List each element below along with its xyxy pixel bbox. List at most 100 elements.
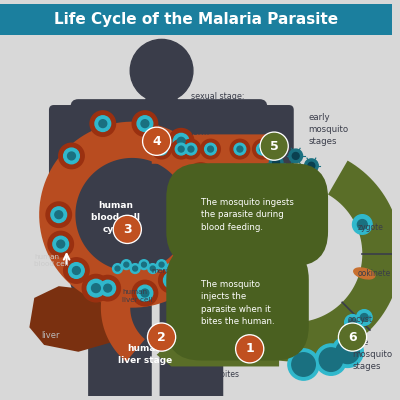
Circle shape [156, 143, 168, 155]
Circle shape [124, 262, 129, 267]
Circle shape [188, 146, 194, 152]
Text: early
mosquito
stages: early mosquito stages [308, 113, 348, 146]
Text: human
liver cell: human liver cell [122, 289, 153, 303]
Circle shape [193, 306, 198, 310]
Circle shape [336, 340, 359, 364]
Circle shape [273, 159, 280, 166]
Polygon shape [29, 286, 127, 352]
Circle shape [200, 285, 210, 295]
Circle shape [99, 120, 107, 128]
Circle shape [137, 285, 153, 301]
Ellipse shape [194, 351, 208, 356]
Circle shape [237, 146, 243, 152]
Circle shape [348, 318, 356, 326]
Circle shape [292, 353, 315, 376]
Circle shape [193, 168, 208, 183]
Circle shape [78, 161, 186, 268]
Text: The mosquito
injects the
parasite when it
bites the human.: The mosquito injects the parasite when i… [201, 280, 274, 326]
Circle shape [51, 207, 66, 222]
Circle shape [133, 266, 138, 271]
Circle shape [356, 310, 372, 325]
Polygon shape [152, 134, 289, 164]
Circle shape [55, 211, 63, 219]
Text: sporozoites: sporozoites [195, 370, 239, 379]
Circle shape [166, 264, 175, 274]
Text: human
blood cell
cycle: human blood cell cycle [91, 201, 140, 234]
Circle shape [171, 139, 191, 159]
FancyBboxPatch shape [70, 99, 267, 291]
Circle shape [92, 284, 100, 292]
Circle shape [205, 143, 216, 155]
Circle shape [187, 280, 197, 290]
Circle shape [113, 264, 122, 274]
Circle shape [194, 293, 203, 303]
Circle shape [354, 328, 361, 336]
Circle shape [191, 300, 196, 306]
Circle shape [132, 111, 158, 136]
Circle shape [168, 128, 194, 154]
Ellipse shape [191, 349, 210, 358]
Circle shape [231, 249, 247, 265]
Circle shape [197, 299, 207, 309]
Circle shape [195, 207, 210, 222]
Polygon shape [0, 4, 392, 36]
Circle shape [82, 274, 110, 302]
Circle shape [308, 162, 315, 169]
FancyBboxPatch shape [160, 268, 223, 400]
Circle shape [201, 299, 206, 304]
Circle shape [345, 314, 360, 330]
Circle shape [178, 293, 188, 303]
Circle shape [237, 336, 262, 362]
Circle shape [358, 220, 367, 229]
Ellipse shape [241, 290, 254, 317]
Circle shape [202, 288, 207, 293]
FancyBboxPatch shape [88, 268, 152, 400]
Circle shape [90, 111, 116, 136]
Text: human
blood cell: human blood cell [34, 254, 69, 268]
Circle shape [234, 143, 246, 155]
Circle shape [57, 240, 65, 248]
Circle shape [191, 303, 201, 313]
Text: gametes: gametes [267, 191, 301, 200]
Circle shape [198, 297, 208, 307]
Text: 3: 3 [123, 223, 132, 236]
Circle shape [178, 241, 204, 266]
Circle shape [187, 250, 195, 258]
Text: late
mosquito
stages: late mosquito stages [352, 338, 393, 371]
Circle shape [185, 143, 197, 155]
Circle shape [64, 258, 89, 283]
Polygon shape [101, 238, 164, 362]
Circle shape [289, 149, 302, 163]
Circle shape [194, 283, 203, 293]
Circle shape [190, 202, 216, 228]
Circle shape [190, 283, 194, 288]
Circle shape [173, 134, 189, 149]
Circle shape [183, 246, 199, 262]
Circle shape [201, 292, 211, 302]
Circle shape [132, 280, 158, 306]
Circle shape [230, 139, 250, 159]
Circle shape [181, 283, 190, 293]
Circle shape [204, 294, 208, 299]
Circle shape [48, 231, 74, 257]
Circle shape [53, 236, 68, 252]
Text: Life Cycle of the Malaria Parasite: Life Cycle of the Malaria Parasite [54, 12, 338, 27]
Circle shape [292, 152, 299, 159]
Circle shape [183, 285, 188, 290]
Polygon shape [142, 94, 181, 110]
Circle shape [181, 139, 201, 159]
Circle shape [168, 276, 175, 284]
Circle shape [87, 279, 105, 297]
Circle shape [68, 263, 84, 278]
Circle shape [177, 137, 185, 145]
Ellipse shape [210, 349, 230, 358]
Text: sexual stage:
male or female
gametocytes
form: sexual stage: male or female gametocytes… [191, 92, 253, 137]
Text: ookinete: ookinete [358, 269, 391, 278]
Circle shape [262, 134, 287, 159]
Text: 4: 4 [152, 135, 161, 148]
FancyBboxPatch shape [245, 105, 294, 242]
Circle shape [130, 264, 140, 274]
Polygon shape [186, 247, 225, 332]
Circle shape [46, 202, 72, 228]
Text: 6: 6 [348, 330, 357, 344]
